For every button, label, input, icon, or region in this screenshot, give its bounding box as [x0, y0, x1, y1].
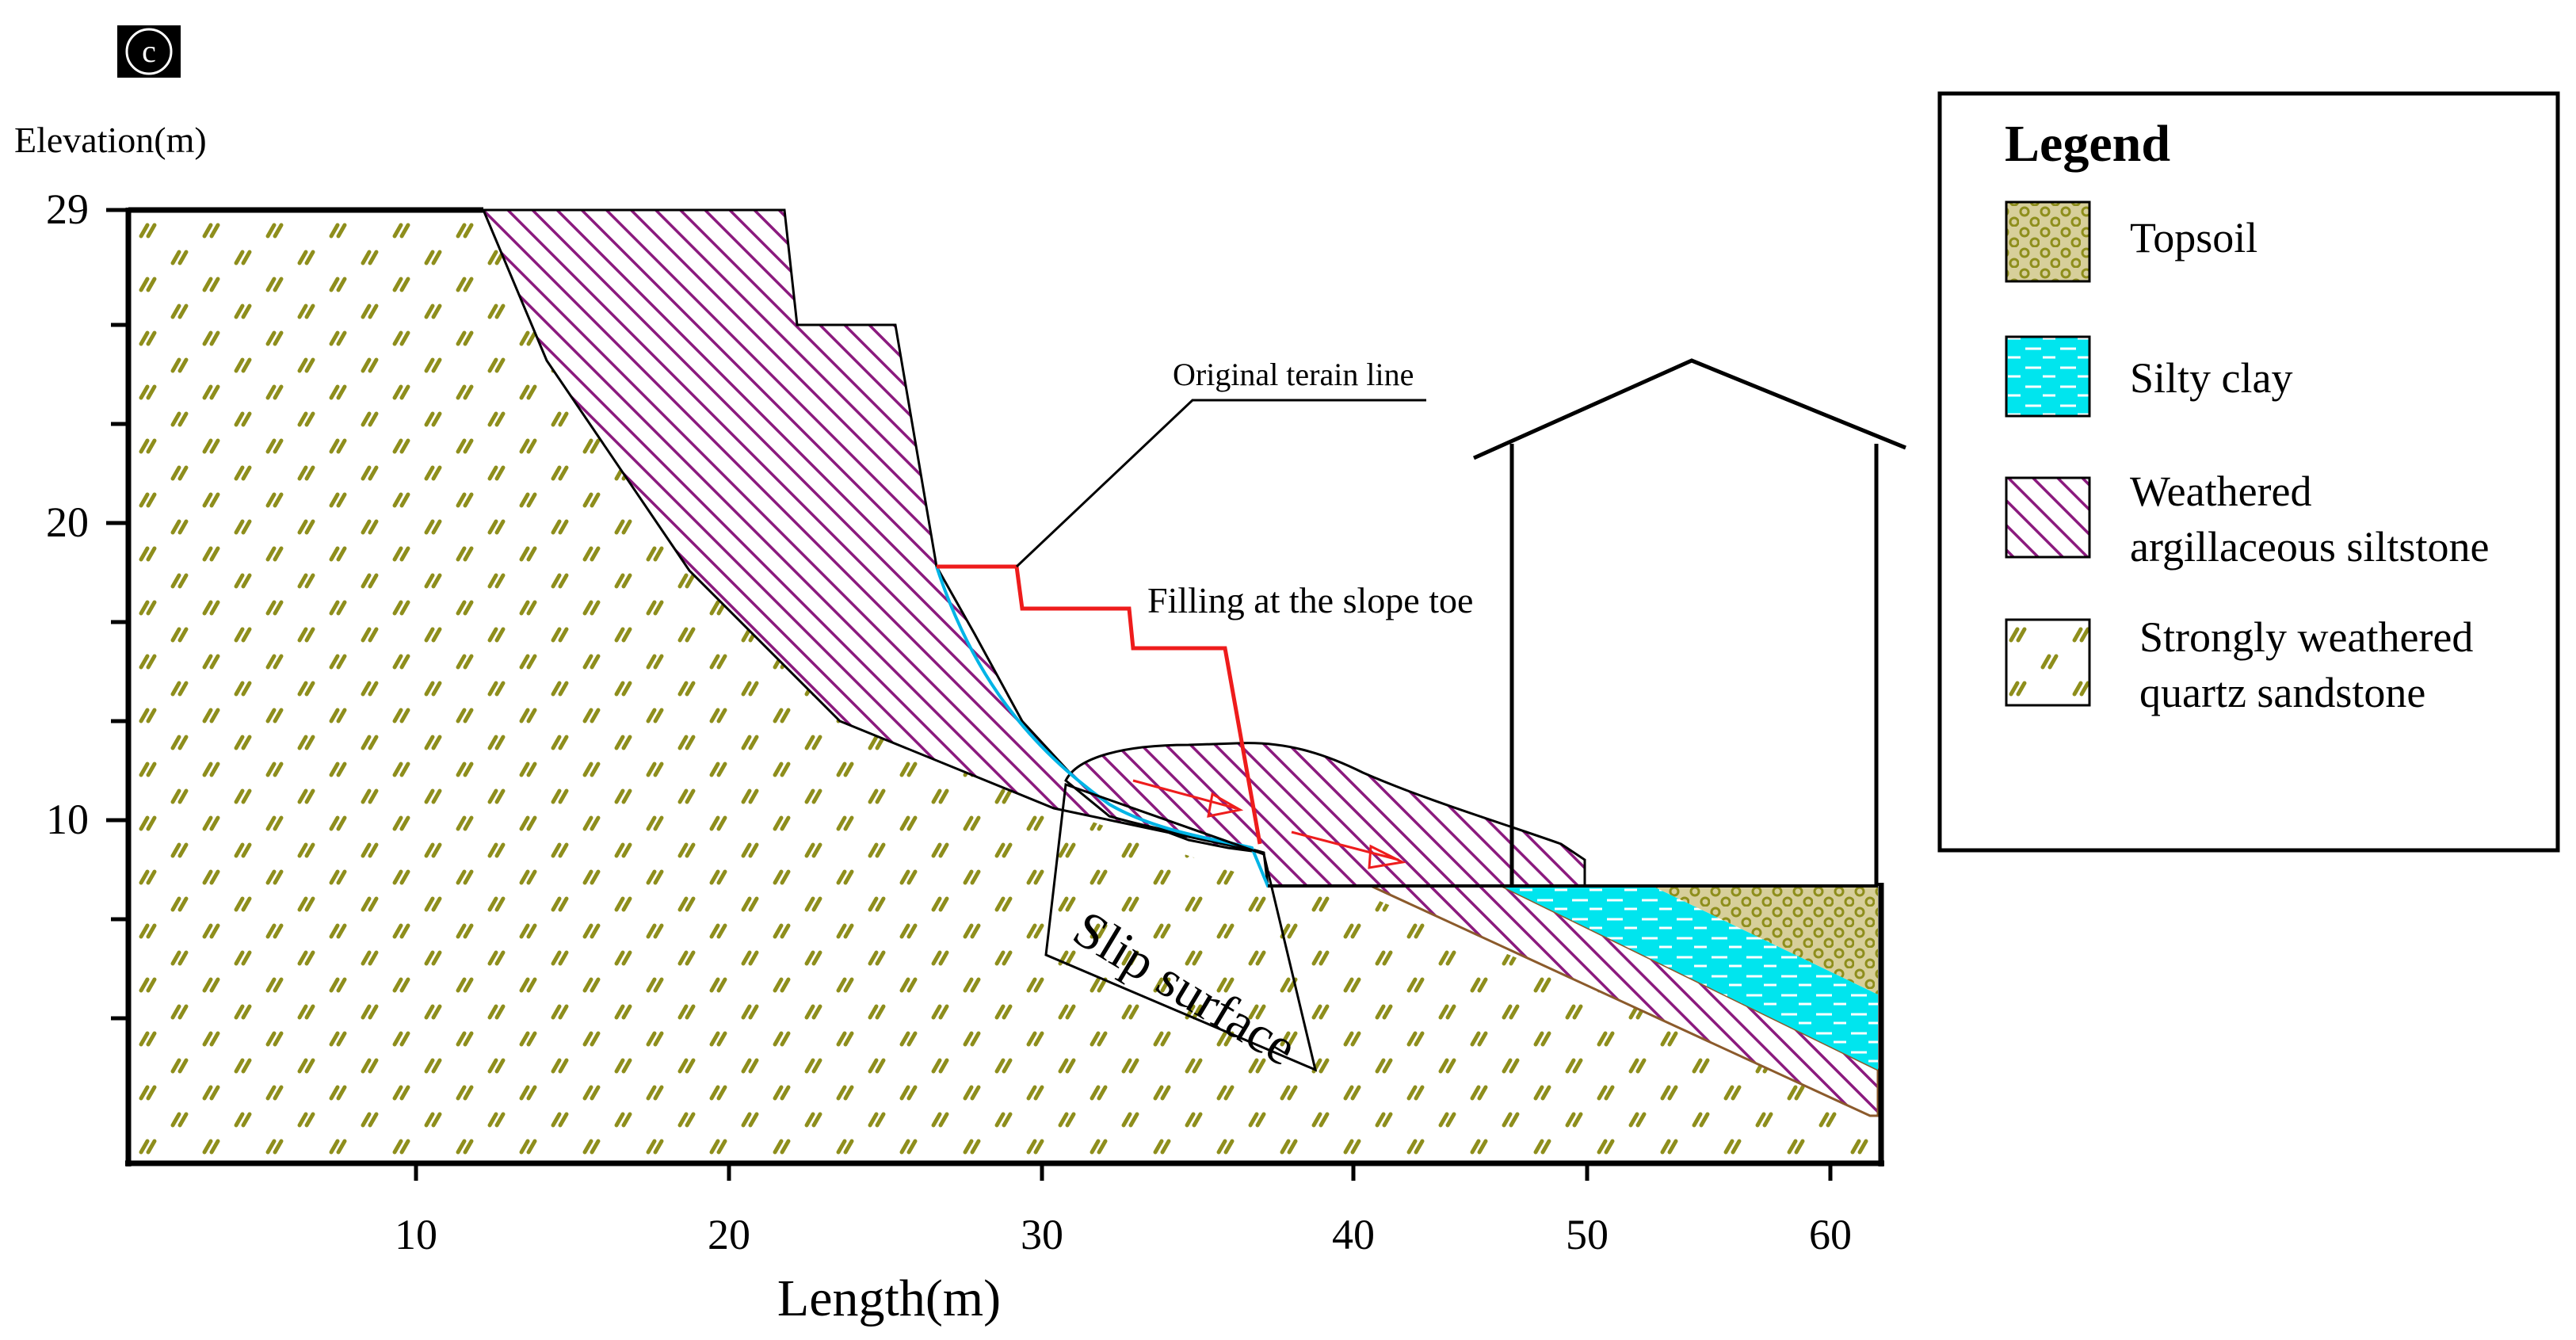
y-tick-10: 10: [46, 796, 89, 843]
x-tick-20: 20: [708, 1211, 750, 1258]
legend-label-siltstone-2: argillaceous siltstone: [2130, 523, 2489, 571]
x-tick-40: 40: [1332, 1211, 1375, 1258]
legend-label-sandstone-2: quartz sandstone: [2139, 669, 2425, 716]
legend-swatch-silty-clay: [2005, 335, 2091, 418]
stratum-topsoil: [1652, 886, 1878, 995]
legend-label-sandstone-1: Strongly weathered: [2139, 613, 2473, 661]
slip-surface-callout: [1044, 782, 1318, 1072]
panel-label-text: c: [142, 33, 156, 69]
strata: [128, 208, 1880, 1163]
movement-arrows: [1132, 779, 1406, 869]
x-tick-30: 30: [1021, 1211, 1063, 1258]
house-icon: [1472, 358, 1906, 886]
x-tick-10: 10: [395, 1211, 437, 1258]
x-axis-ticks: [414, 1163, 1833, 1181]
x-tick-50: 50: [1566, 1211, 1609, 1258]
y-tick-29: 29: [46, 185, 89, 233]
terrain-label-leader: [1015, 399, 1426, 568]
legend: Legend Topsoil Silty clay Weathered argi…: [1937, 91, 2560, 853]
y-tick-20: 20: [46, 498, 89, 546]
panel-label: c: [117, 25, 181, 78]
legend-swatch-sandstone: [2005, 618, 2091, 707]
legend-label-topsoil: Topsoil: [2130, 214, 2257, 262]
axes-frame: [125, 207, 1884, 1166]
x-axis-title: Length(m): [777, 1269, 1001, 1327]
legend-swatch-siltstone: [2005, 476, 2091, 559]
legend-title: Legend: [2005, 115, 2170, 173]
arrow-1: [1132, 779, 1244, 818]
legend-label-silty-clay: Silty clay: [2130, 354, 2292, 402]
legend-swatch-topsoil: [2005, 200, 2091, 283]
stratum-silty-clay: [1502, 886, 1878, 1070]
y-axis-ticks: [106, 208, 128, 1021]
x-tick-60: 60: [1809, 1211, 1852, 1258]
filling-label: Filling at the slope toe: [1147, 580, 1473, 620]
y-axis-title: Elevation(m): [14, 120, 207, 160]
stratum-quartz-sandstone: [128, 210, 1878, 1163]
arrow-2: [1291, 830, 1406, 869]
original-terrain-label: Original terain line: [1173, 357, 1414, 392]
legend-label-siltstone-1: Weathered: [2130, 468, 2312, 515]
